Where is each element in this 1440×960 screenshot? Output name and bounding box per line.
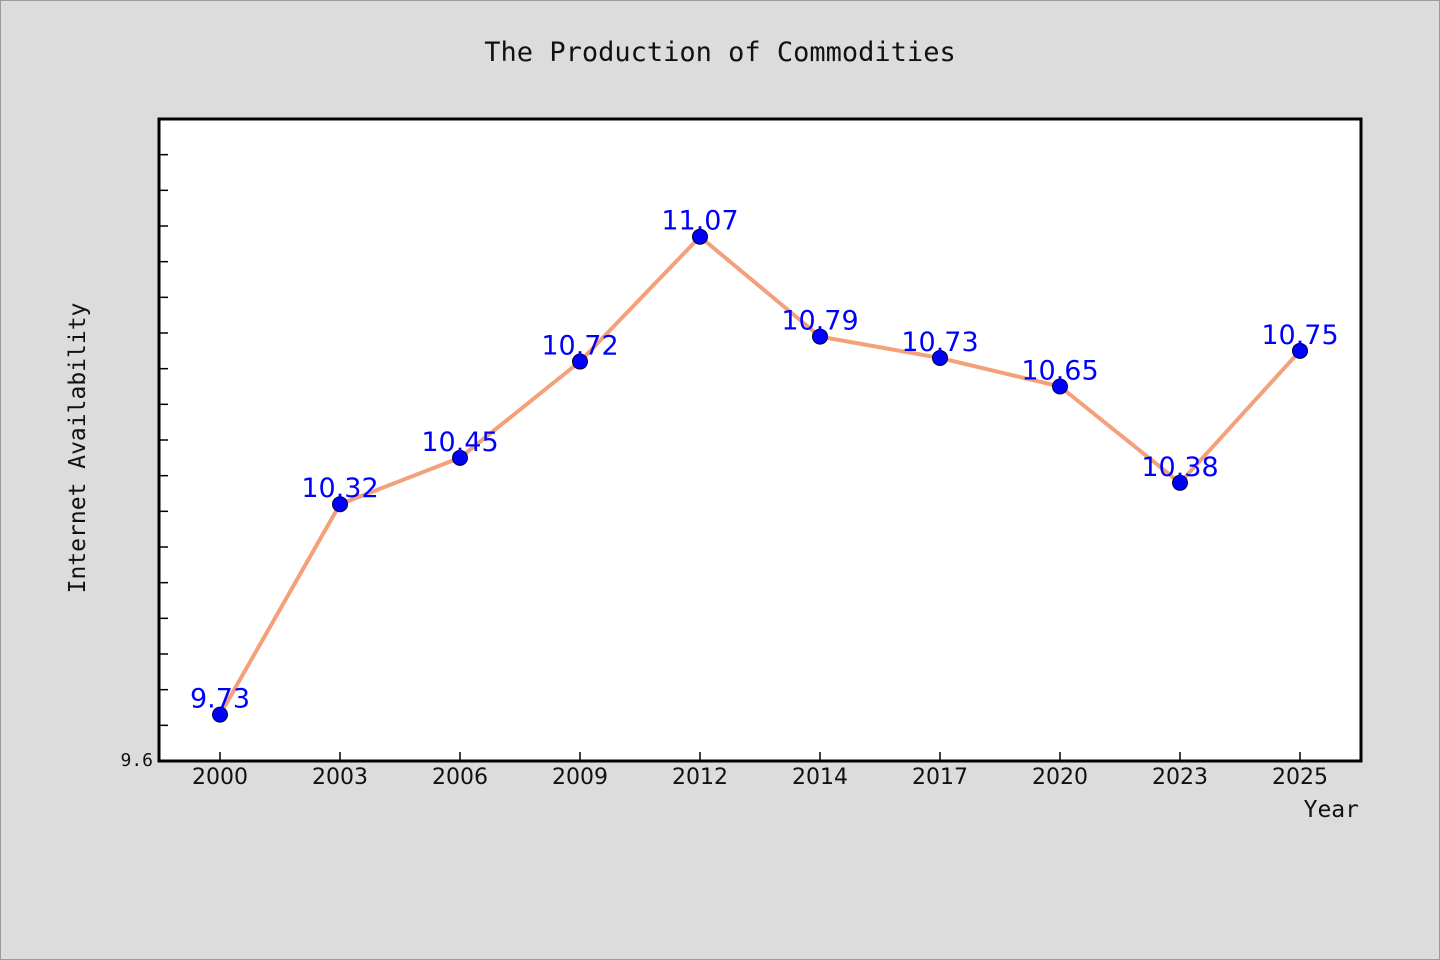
x-tick-label: 2023 [1152, 765, 1208, 790]
data-label: 10.75 [1261, 320, 1338, 351]
data-labels: 9.73 10.32 10.45 10.72 11.07 10.79 10.73 10.65 1… [190, 206, 1339, 715]
data-points [212, 228, 1308, 723]
data-point [452, 449, 468, 466]
x-tick-label: 2020 [1032, 765, 1088, 790]
data-label: 10.73 [901, 327, 978, 358]
data-point [812, 328, 828, 345]
x-axis-ticks [219, 752, 1301, 761]
x-tick-label: 2009 [552, 765, 608, 790]
data-label: 11.07 [661, 206, 738, 237]
chart-title: The Production of Commodities [484, 37, 955, 68]
x-tick-label: 2012 [672, 765, 728, 790]
x-axis-tick-labels: 2000 2003 2006 2009 2012 2014 2017 2020 2023 2025 [192, 765, 1328, 790]
data-label: 10.72 [541, 331, 618, 362]
data-point [932, 349, 948, 366]
data-label: 10.32 [301, 473, 378, 504]
data-point [572, 353, 588, 370]
x-axis-title: Year [1304, 797, 1359, 823]
x-tick-label: 2000 [192, 765, 248, 790]
data-point [212, 706, 228, 723]
data-label: 10.79 [781, 306, 858, 337]
series-line [218, 234, 1302, 716]
y-axis-title: Internet Availability [65, 303, 91, 594]
x-tick-label: 2003 [312, 765, 368, 790]
plot-area [157, 117, 1363, 763]
x-tick-label: 2014 [792, 765, 848, 790]
x-tick-label: 2017 [912, 765, 968, 790]
data-label: 10.38 [1141, 452, 1218, 483]
y-tick-label: 9.6 [120, 750, 153, 771]
x-tick-label: 2025 [1272, 765, 1328, 790]
data-point [1292, 342, 1308, 359]
data-label: 10.45 [421, 427, 498, 458]
data-point [692, 228, 708, 245]
data-point [332, 496, 348, 513]
data-point [1172, 474, 1188, 491]
data-label: 10.65 [1021, 356, 1098, 387]
data-point [1052, 378, 1068, 395]
data-label: 9.73 [190, 684, 250, 715]
x-tick-label: 2006 [432, 765, 488, 790]
y-axis-ticks [159, 153, 168, 727]
